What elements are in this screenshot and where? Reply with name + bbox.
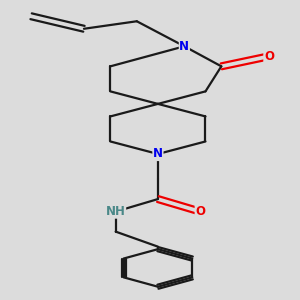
Text: N: N — [179, 40, 189, 53]
Text: N: N — [153, 148, 163, 160]
Text: O: O — [264, 50, 274, 63]
Text: NH: NH — [106, 205, 126, 218]
Text: O: O — [195, 205, 205, 218]
